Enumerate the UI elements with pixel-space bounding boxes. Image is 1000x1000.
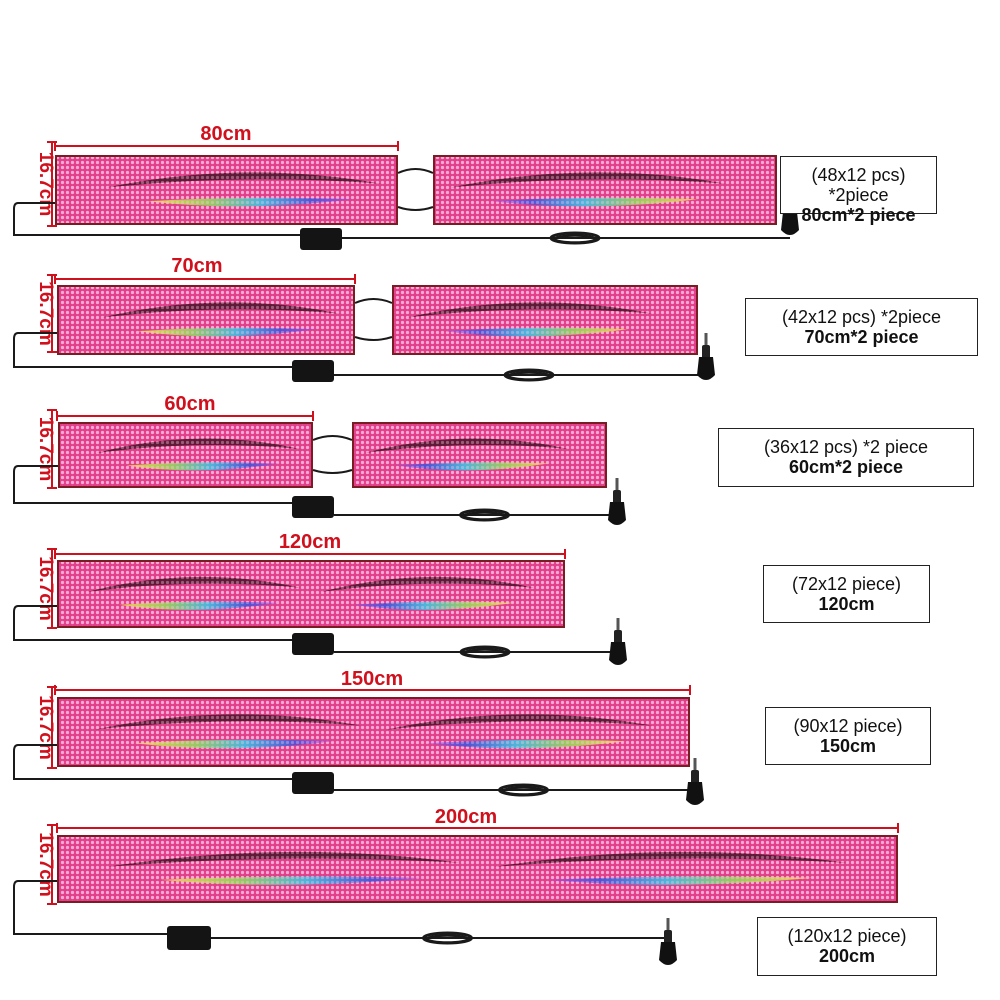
spec-size: 150cm: [819, 736, 877, 756]
width-label: 70cm: [171, 255, 222, 277]
car-plug: [608, 478, 626, 525]
width-label: 120cm: [279, 531, 341, 553]
link-cable: [397, 206, 434, 211]
link-cable: [312, 435, 353, 441]
car-plug: [686, 758, 704, 805]
height-label: 16.7cm: [35, 556, 56, 620]
car-plug: [697, 333, 715, 380]
link-cable: [354, 336, 393, 341]
height-label: 16.7cm: [35, 695, 56, 759]
height-label: 16.7cm: [35, 417, 56, 481]
power-converter: [167, 926, 211, 950]
height-label: 16.7cm: [35, 281, 56, 345]
cable-coil: [503, 368, 555, 382]
size-row: 60cm 16.7cm: [13, 393, 626, 525]
led-panel: [392, 285, 698, 355]
width-label: 60cm: [164, 393, 215, 415]
spec-box: (90x12 piece) 150cm: [765, 707, 931, 765]
link-cable: [354, 298, 393, 304]
led-panel: [57, 697, 690, 767]
spec-box: (42x12 pcs) *2piece 70cm*2 piece: [745, 298, 978, 356]
cable-coil: [549, 231, 601, 245]
size-row: 70cm 16.7cm: [13, 255, 715, 382]
spec-pixel-count: (120x12 piece): [787, 926, 907, 946]
link-cable: [397, 168, 434, 174]
size-row: 80cm 16.7cm: [13, 123, 799, 250]
power-cable: [13, 605, 292, 641]
spec-pixel-count: (42x12 pcs) *2piece: [781, 307, 942, 327]
led-panel: [57, 285, 355, 355]
cable-coil: [498, 783, 549, 797]
spec-box: (72x12 piece) 120cm: [763, 565, 930, 623]
power-converter: [292, 360, 334, 382]
power-converter: [292, 633, 334, 655]
power-cable: [13, 880, 167, 935]
car-plug: [609, 618, 627, 665]
led-panel: [57, 560, 565, 628]
cable-coil: [459, 508, 510, 522]
power-cable: [13, 332, 292, 368]
spec-pixel-count: (90x12 piece): [793, 716, 903, 736]
height-label: 16.7cm: [35, 832, 56, 896]
led-panel: [433, 155, 777, 225]
spec-size: 70cm*2 piece: [804, 327, 919, 347]
car-plug: [659, 918, 677, 965]
power-cable: [13, 744, 292, 780]
led-panel: [55, 155, 398, 225]
spec-size: 200cm: [818, 946, 876, 966]
spec-size: 80cm*2 piece: [801, 205, 916, 225]
width-label: 200cm: [435, 806, 497, 828]
led-panel: [58, 422, 313, 488]
led-panel: [57, 835, 898, 903]
cable-coil: [459, 645, 511, 659]
power-converter: [292, 772, 334, 794]
link-cable: [312, 469, 353, 474]
spec-pixel-count: (48x12 pcs) *2piece: [811, 165, 906, 205]
led-panel: [352, 422, 607, 488]
spec-box: (36x12 pcs) *2 piece 60cm*2 piece: [718, 428, 974, 487]
power-converter: [300, 228, 342, 250]
power-converter: [292, 496, 334, 518]
spec-size: 120cm: [818, 594, 875, 614]
spec-size: 60cm*2 piece: [788, 457, 904, 477]
height-label: 16.7cm: [35, 152, 56, 216]
size-row: 150cm 16.7cm: [13, 668, 704, 805]
spec-pixel-count: (36x12 pcs) *2 piece: [763, 437, 929, 457]
cable-coil: [422, 931, 473, 945]
size-row: 120cm 16.7cm: [13, 531, 627, 665]
spec-box: (48x12 pcs) *2piece 80cm*2 piece: [780, 156, 937, 225]
power-cable: [13, 202, 300, 236]
width-label: 150cm: [341, 668, 403, 690]
spec-box: (120x12 piece) 200cm: [757, 917, 937, 976]
width-label: 80cm: [200, 123, 251, 145]
spec-pixel-count: (72x12 piece): [791, 574, 902, 594]
power-cable: [13, 465, 292, 504]
size-row: 200cm 16.7cm: [13, 806, 899, 965]
